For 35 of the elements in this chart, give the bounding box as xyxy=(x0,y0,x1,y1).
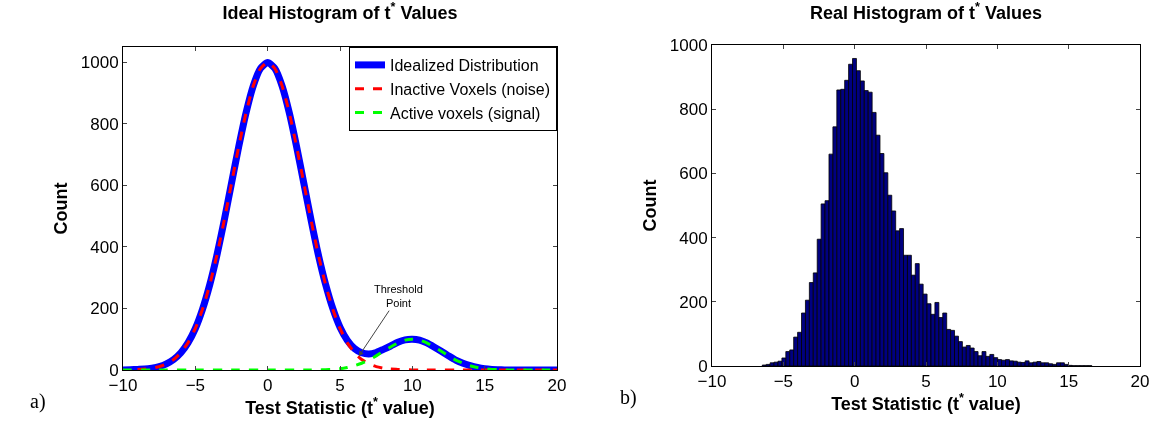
x-tick-label: 5 xyxy=(335,376,345,396)
legend-label: Idealized Distribution xyxy=(390,57,539,75)
text: a) xyxy=(30,390,46,413)
x-tick-label: 20 xyxy=(547,376,567,396)
x-tick-label: 10 xyxy=(987,372,1007,392)
x-tick-label: 10 xyxy=(402,376,422,396)
legend-label: Inactive Voxels (noise) xyxy=(390,80,551,98)
y-tick-label: 800 xyxy=(679,100,708,120)
x-axis-title: Test Statistic (t$^{*}$ value) xyxy=(245,395,435,418)
x-tick-label: −5 xyxy=(773,372,794,392)
y-tick-label: 200 xyxy=(90,299,119,319)
chart-title: Real Histogram of t$^{*}$ Values xyxy=(810,0,1042,24)
y-tick-label: 400 xyxy=(679,228,708,248)
chart-title: Ideal Histogram of t$^{*}$ Values xyxy=(222,0,458,24)
x-tick-label: 15 xyxy=(1059,372,1079,392)
x-tick-label: −10 xyxy=(108,376,138,396)
y-axis-title: Count xyxy=(50,182,71,235)
annotation: Threshold Point xyxy=(374,283,423,310)
x-tick-label: 5 xyxy=(921,372,931,392)
x-tick-label: 20 xyxy=(1130,372,1150,392)
y-tick-label: 1000 xyxy=(669,35,708,55)
y-tick-label: 600 xyxy=(679,164,708,184)
legend-label: Active voxels (signal) xyxy=(390,104,541,122)
y-axis-title: Count xyxy=(639,179,660,232)
x-tick-label: 0 xyxy=(262,376,273,396)
y-tick-label: 400 xyxy=(90,237,119,257)
x-axis-title: Test Statistic (t$^{*}$ value) xyxy=(831,391,1021,414)
y-tick-label: 1000 xyxy=(80,53,119,73)
x-tick-label: −5 xyxy=(185,376,206,396)
x-tick-label: 15 xyxy=(475,376,495,396)
x-tick-label: 0 xyxy=(849,372,860,392)
y-tick-label: 800 xyxy=(90,114,119,134)
text: b) xyxy=(620,386,637,409)
y-tick-label: 200 xyxy=(679,292,708,312)
y-tick-label: 600 xyxy=(90,176,119,196)
